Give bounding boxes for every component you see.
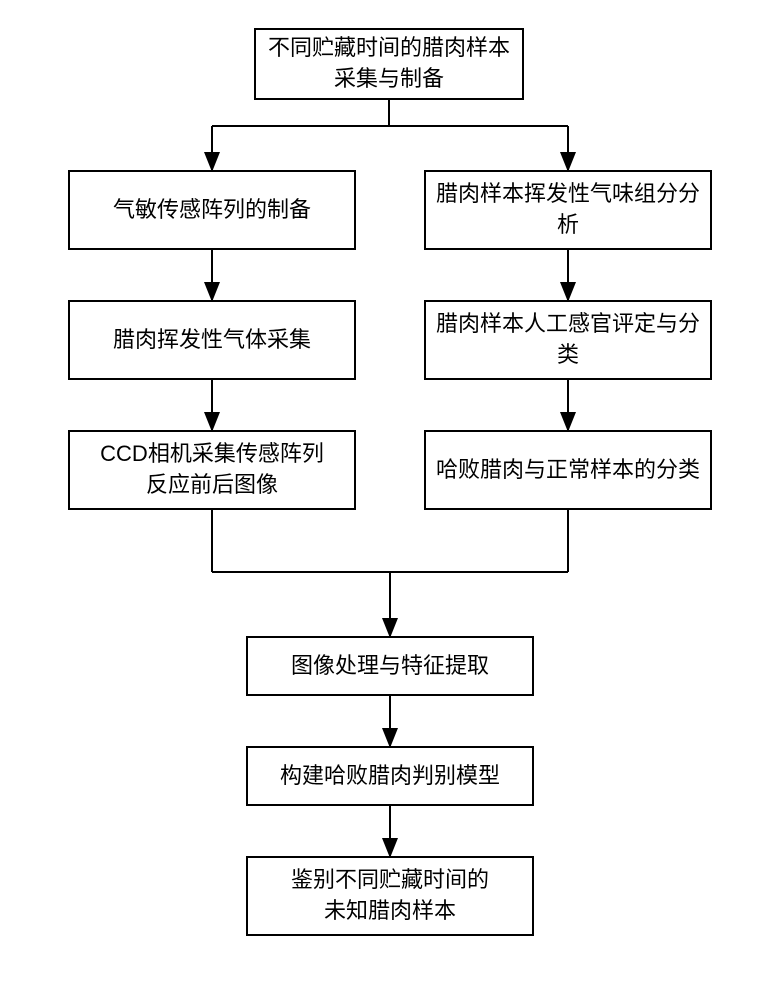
node-label: 不同贮藏时间的腊肉样本采集与制备 xyxy=(268,33,510,95)
node-identify: 鉴别不同贮藏时间的未知腊肉样本 xyxy=(246,856,534,936)
node-label: CCD相机采集传感阵列反应前后图像 xyxy=(100,439,324,501)
node-start: 不同贮藏时间的腊肉样本采集与制备 xyxy=(254,28,524,100)
node-label: 气敏传感阵列的制备 xyxy=(113,195,311,226)
node-label: 腊肉样本人工感官评定与分类 xyxy=(436,309,700,371)
node-label: 图像处理与特征提取 xyxy=(291,651,489,682)
node-ccd-capture: CCD相机采集传感阵列反应前后图像 xyxy=(68,430,356,510)
node-sensory-classification: 腊肉样本人工感官评定与分类 xyxy=(424,300,712,380)
node-sensor-array-prep: 气敏传感阵列的制备 xyxy=(68,170,356,250)
node-volatile-analysis: 腊肉样本挥发性气味组分分析 xyxy=(424,170,712,250)
node-rancid-classification: 哈败腊肉与正常样本的分类 xyxy=(424,430,712,510)
node-image-processing: 图像处理与特征提取 xyxy=(246,636,534,696)
node-label: 腊肉样本挥发性气味组分分析 xyxy=(436,179,700,241)
node-gas-collection: 腊肉挥发性气体采集 xyxy=(68,300,356,380)
node-model-build: 构建哈败腊肉判别模型 xyxy=(246,746,534,806)
node-label: 鉴别不同贮藏时间的未知腊肉样本 xyxy=(291,865,489,927)
node-label: 腊肉挥发性气体采集 xyxy=(113,325,311,356)
node-label: 哈败腊肉与正常样本的分类 xyxy=(436,455,700,486)
node-label: 构建哈败腊肉判别模型 xyxy=(280,761,500,792)
